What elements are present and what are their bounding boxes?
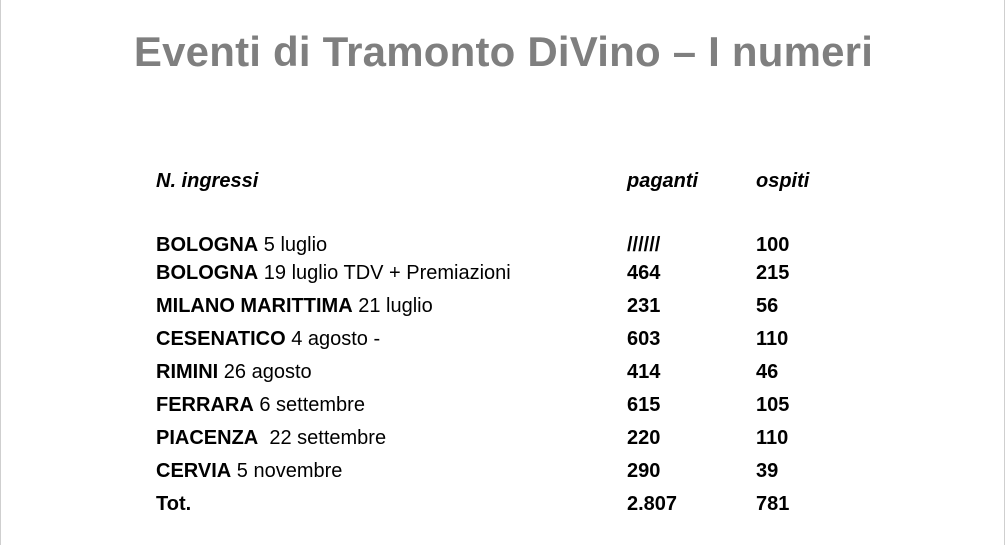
paganti-value: 603	[627, 328, 661, 350]
paganti-value: 231	[627, 295, 661, 317]
event-cell: CESENATICO 4 agosto -	[156, 328, 380, 351]
event-cell: CERVIA 5 novembre	[156, 460, 342, 483]
ospiti-value: 215	[756, 262, 790, 284]
total-ospiti: 781	[756, 493, 790, 515]
event-place: PIACENZA	[156, 427, 259, 449]
event-date: 26 agosto	[218, 361, 312, 383]
paganti-value: 220	[627, 427, 661, 449]
event-date: 4 agosto -	[285, 328, 381, 350]
ospiti-value: 110	[756, 427, 789, 449]
event-place: CESENATICO	[156, 328, 286, 350]
table-row: PIACENZA 22 settembre 220 110	[156, 427, 856, 460]
event-cell: BOLOGNA 5 luglio	[156, 234, 327, 257]
table-row: CESENATICO 4 agosto - 603 110	[156, 328, 856, 361]
total-paganti: 2.807	[627, 493, 678, 515]
event-place: CERVIA	[156, 460, 232, 482]
paganti-value: 615	[627, 394, 661, 416]
table-row: CERVIA 5 novembre 290 39	[156, 460, 856, 493]
table-row: MILANO MARITTIMA 21 luglio 231 56	[156, 295, 856, 328]
event-date: 5 luglio	[258, 234, 328, 256]
ospiti-value: 110	[756, 328, 789, 350]
event-place: BOLOGNA	[156, 234, 259, 256]
event-cell: MILANO MARITTIMA 21 luglio	[156, 295, 433, 318]
event-place: FERRARA	[156, 394, 254, 416]
total-label: Tot.	[156, 493, 192, 515]
attendance-table: N. ingressi paganti ospiti BOLOGNA 5 lug…	[156, 170, 856, 515]
event-place: MILANO MARITTIMA	[156, 295, 353, 317]
ospiti-value: 100	[756, 234, 790, 256]
ospiti-value: 46	[756, 361, 779, 383]
paganti-value: 290	[627, 460, 661, 482]
table-header-row: N. ingressi paganti ospiti	[156, 170, 856, 198]
header-paganti: paganti	[627, 170, 699, 192]
table-row: BOLOGNA 19 luglio TDV + Premiazioni 464 …	[156, 262, 856, 295]
event-place: BOLOGNA	[156, 262, 259, 284]
header-ospiti: ospiti	[756, 170, 810, 192]
ospiti-value: 39	[756, 460, 779, 482]
event-cell: RIMINI 26 agosto	[156, 361, 312, 384]
table-row: FERRARA 6 settembre 615 105	[156, 394, 856, 427]
header-ingressi: N. ingressi	[156, 170, 259, 192]
table-row: RIMINI 26 agosto 414 46	[156, 361, 856, 394]
event-cell: BOLOGNA 19 luglio TDV + Premiazioni	[156, 262, 511, 285]
event-date: 21 luglio	[352, 295, 433, 317]
paganti-value: 464	[627, 262, 661, 284]
table-row: BOLOGNA 5 luglio ////// 100	[156, 234, 856, 262]
event-cell: PIACENZA 22 settembre	[156, 427, 386, 450]
event-date: 5 novembre	[231, 460, 343, 482]
ospiti-value: 56	[756, 295, 779, 317]
paganti-value: //////	[627, 234, 661, 256]
total-row: Tot. 2.807 781	[156, 493, 856, 526]
table-body: BOLOGNA 5 luglio ////// 100 BOLOGNA 19 l…	[156, 234, 856, 526]
page-title: Eventi di Tramonto DiVino – I numeri	[133, 28, 874, 75]
event-place: RIMINI	[156, 361, 219, 383]
event-date: 22 settembre	[258, 427, 387, 449]
event-date: 19 luglio TDV + Premiazioni	[258, 262, 511, 284]
event-cell: FERRARA 6 settembre	[156, 394, 365, 417]
paganti-value: 414	[627, 361, 661, 383]
ospiti-value: 105	[756, 394, 790, 416]
event-date: 6 settembre	[253, 394, 365, 416]
